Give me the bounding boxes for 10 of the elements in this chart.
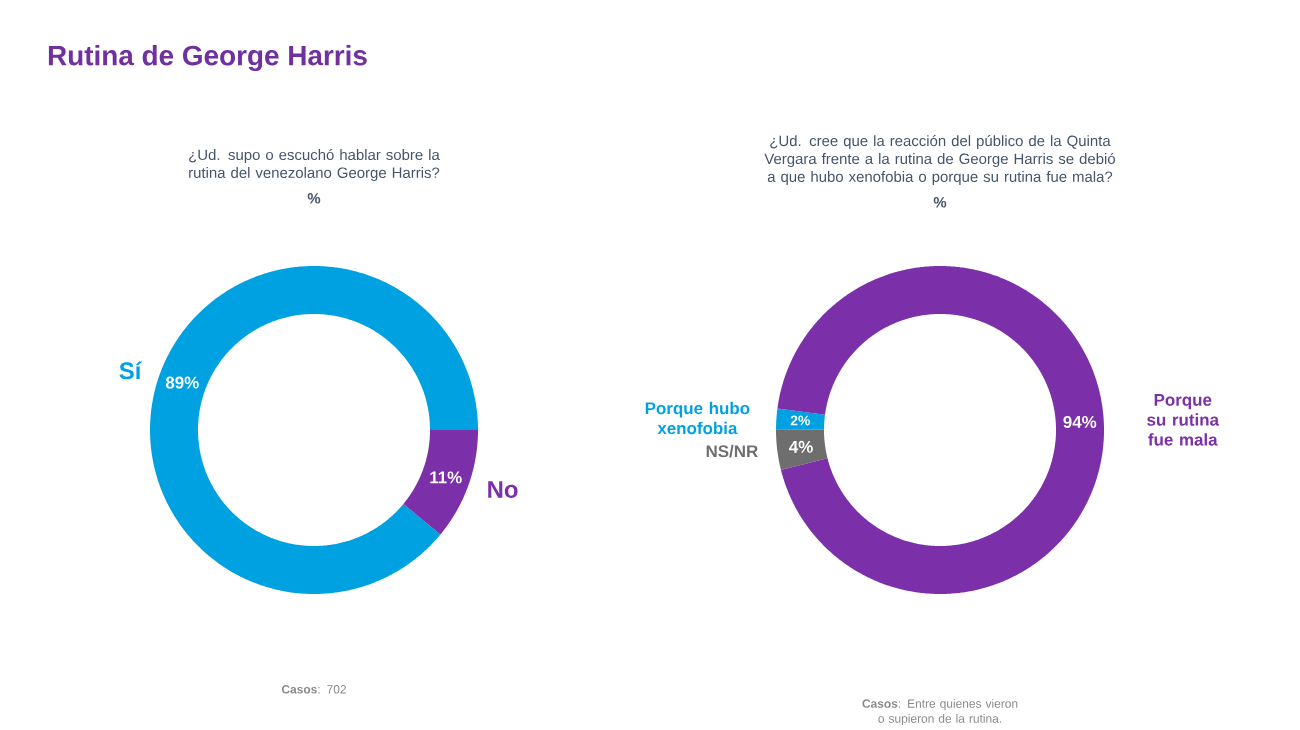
slice-label: No (488, 481, 518, 498)
data-label: 94% (1063, 415, 1097, 428)
slice-label: NS/NR (706, 444, 758, 458)
data-label: 11% (430, 471, 462, 484)
data-label: 89% (165, 376, 199, 389)
chart-title: Rutina de George Harris (48, 44, 367, 72)
data-label: 4% (789, 440, 813, 453)
slice-label: Porque hubo xenofobia (645, 401, 750, 435)
slice-label: Porque su rutina fue mala (1147, 394, 1220, 446)
slice-label: Sí (119, 361, 142, 380)
